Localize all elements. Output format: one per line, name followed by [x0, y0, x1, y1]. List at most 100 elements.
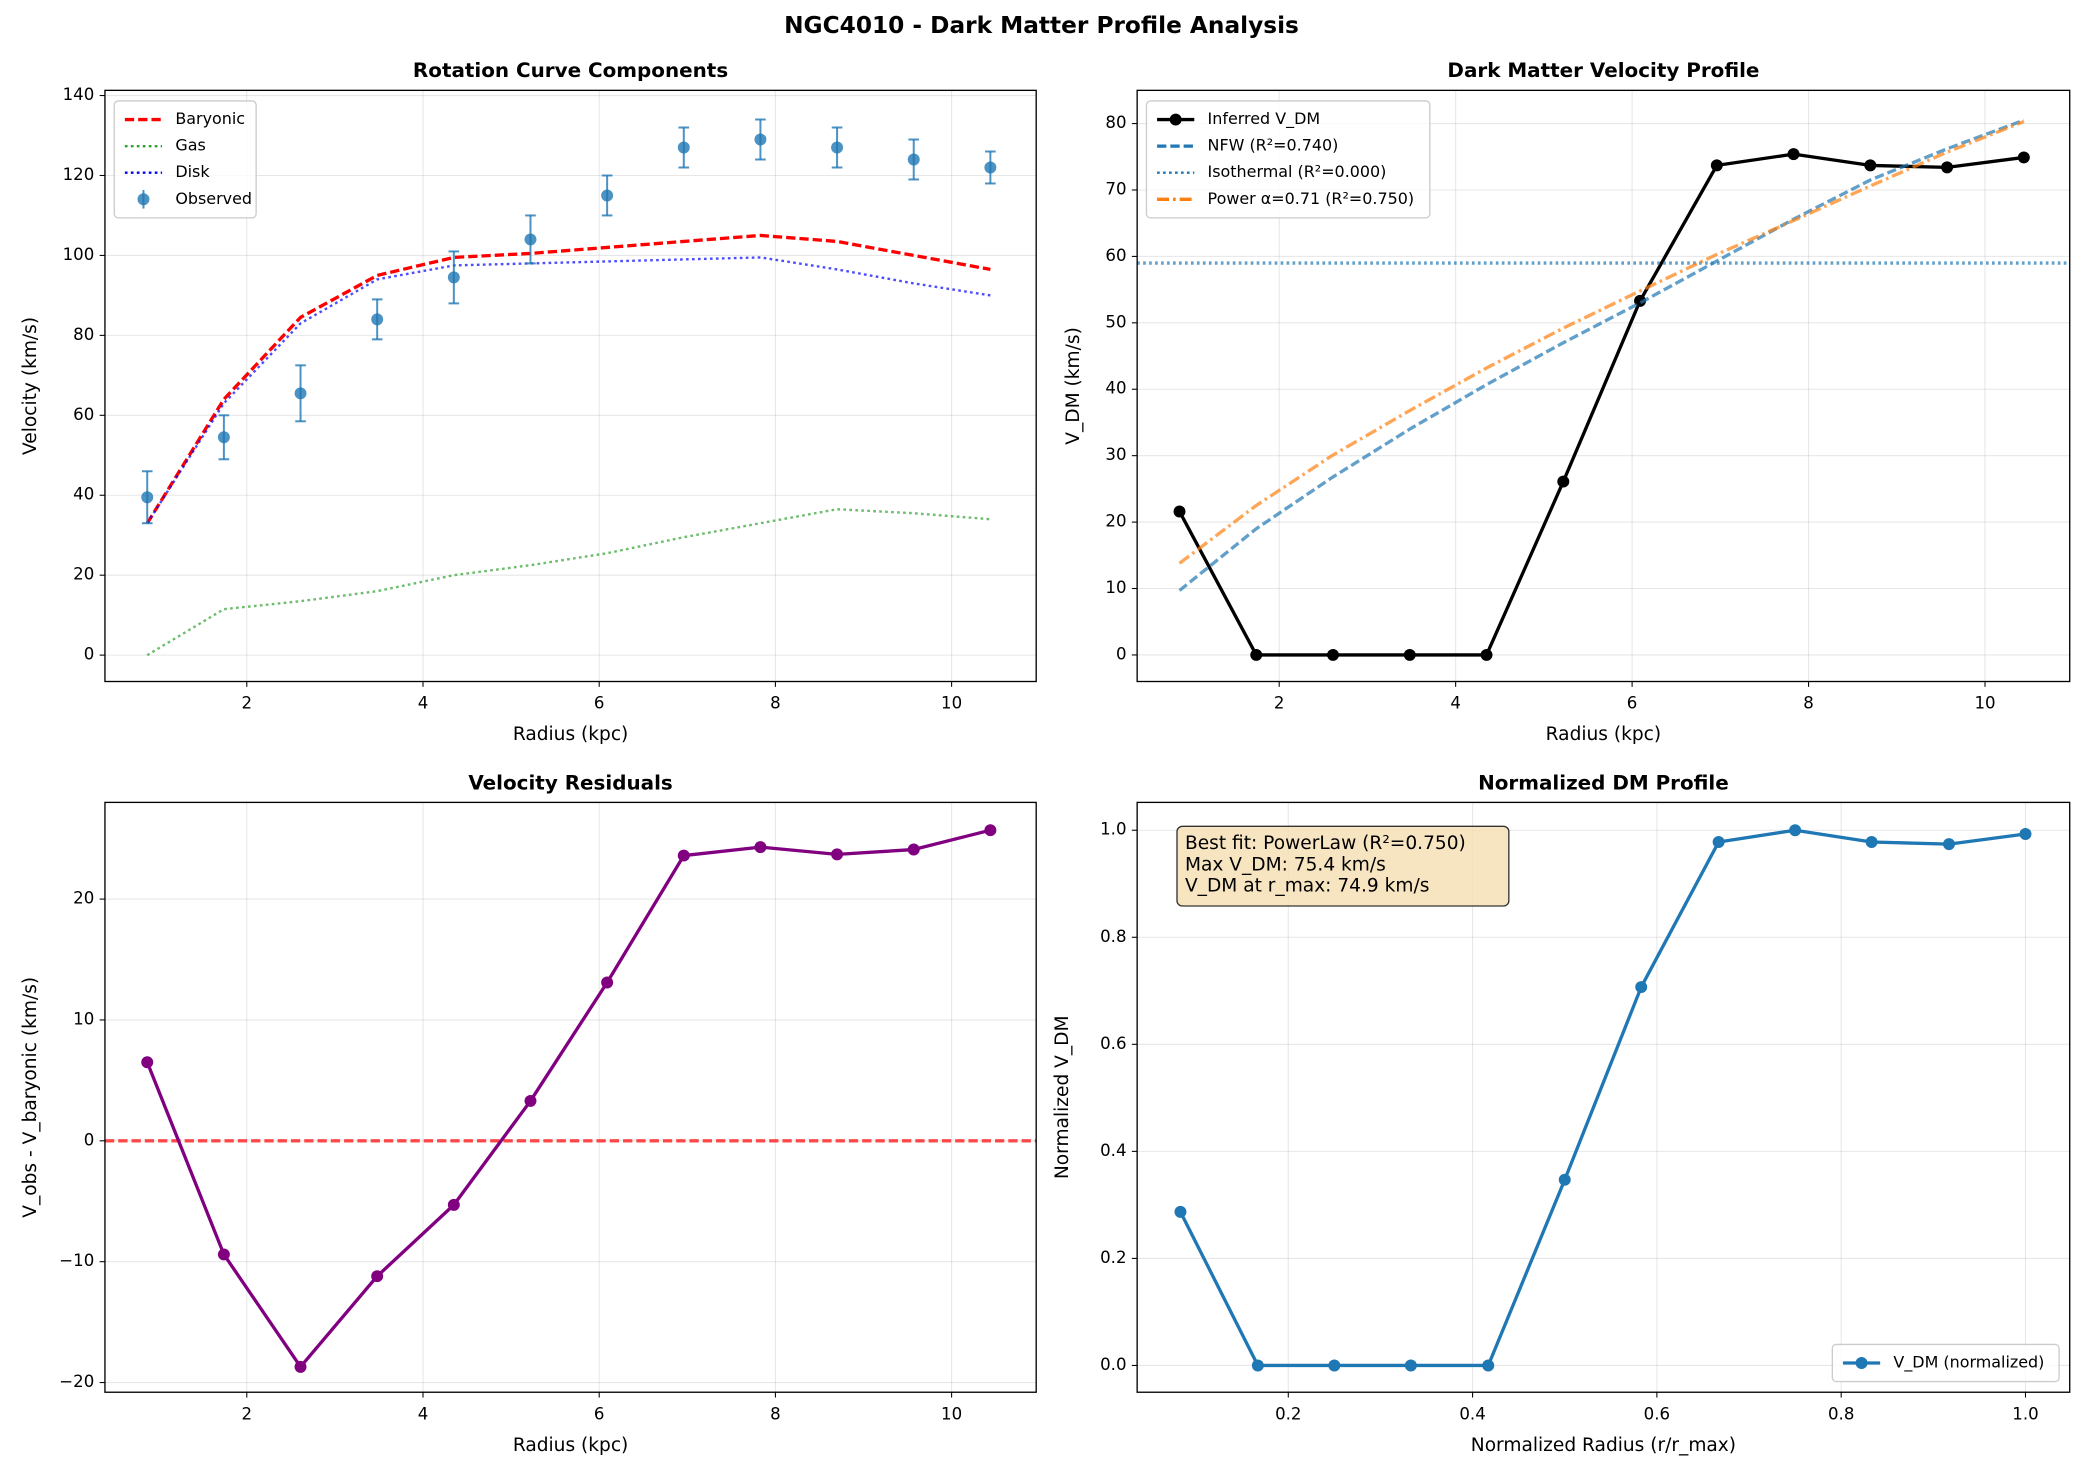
y-tick-label: 1.0	[1100, 820, 1126, 839]
x-tick-label: 6	[1627, 694, 1638, 713]
data-point	[907, 153, 920, 166]
data-point	[524, 233, 537, 246]
data-point	[1941, 161, 1954, 174]
legend-swatch	[1169, 113, 1182, 126]
figure-title: NGC4010 - Dark Matter Profile Analysis	[784, 12, 1299, 39]
y-tick-label: 0.8	[1100, 927, 1126, 946]
x-tick-label: 4	[418, 694, 429, 713]
data-point	[754, 133, 767, 146]
data-point	[1789, 824, 1802, 837]
y-tick-label: 140	[63, 85, 95, 104]
y-tick-label: 80	[73, 325, 94, 344]
x-tick-label: 10	[1974, 694, 1995, 713]
data-point	[447, 1198, 460, 1211]
plot-area	[141, 118, 997, 657]
data-point	[447, 271, 460, 284]
data-point	[1787, 148, 1800, 161]
x-tick-label: 8	[770, 1404, 781, 1423]
y-tick-label: 0.6	[1100, 1034, 1126, 1053]
x-tick-label: 4	[418, 1404, 429, 1423]
x-tick-label: 2	[1274, 694, 1285, 713]
data-point	[2017, 151, 2030, 164]
data-point	[524, 1094, 537, 1107]
y-tick-label: 10	[73, 1009, 94, 1028]
y-tick-label: −10	[59, 1251, 94, 1270]
series-line	[146, 256, 991, 524]
y-tick-label: 0.0	[1100, 1355, 1126, 1374]
legend-label: Inferred V_DM	[1208, 109, 1321, 129]
x-tick-label: 4	[1450, 694, 1461, 713]
x-tick-label: 8	[1803, 694, 1814, 713]
data-point	[1558, 1173, 1571, 1186]
x-tick-label: 2	[242, 694, 253, 713]
x-tick-label: 0.4	[1459, 1404, 1485, 1423]
data-point	[1712, 836, 1725, 848]
legend-label: NFW (R²=0.740)	[1208, 136, 1339, 155]
y-axis-label: V_DM (km/s)	[1063, 327, 1084, 445]
axes-frame	[1136, 801, 2071, 1393]
axes-frame	[104, 801, 1037, 1393]
data-point	[754, 841, 767, 854]
data-point	[601, 976, 614, 989]
data-point	[141, 491, 154, 504]
plot-area	[1174, 824, 2032, 1372]
legend-box	[113, 100, 257, 219]
x-tick-label: 8	[770, 694, 781, 713]
x-tick-label: 0.6	[1644, 1404, 1670, 1423]
series-line	[1178, 828, 2026, 1368]
data-point	[984, 824, 997, 837]
y-axis-label: Velocity (km/s)	[20, 317, 41, 455]
series-line	[1178, 118, 2025, 592]
y-tick-label: 40	[73, 485, 94, 504]
data-point	[217, 1248, 230, 1261]
series-line	[1178, 152, 2025, 657]
y-tick-label: 60	[1105, 246, 1126, 265]
y-tick-label: 0.2	[1100, 1248, 1126, 1267]
data-point	[907, 843, 920, 856]
x-tick-label: 10	[941, 1404, 962, 1423]
data-point	[1174, 1205, 1187, 1218]
data-point	[831, 848, 844, 861]
chart-title: Velocity Residuals	[468, 771, 672, 794]
y-tick-label: 0	[84, 645, 95, 664]
data-point	[677, 849, 690, 862]
x-axis-label: Radius (kpc)	[513, 1435, 628, 1456]
annotation-text: V_DM at r_max: 74.9 km/s	[1185, 876, 1429, 897]
chart-title: Rotation Curve Components	[413, 59, 728, 82]
y-tick-label: 60	[73, 405, 94, 424]
y-axis-label: Normalized V_DM	[1052, 1016, 1073, 1180]
y-axis-label: V_obs - V_baryonic (km/s)	[20, 977, 41, 1218]
y-tick-label: 0.4	[1100, 1141, 1126, 1160]
y-tick-label: 100	[63, 245, 95, 264]
legend-swatch	[1855, 1357, 1868, 1369]
data-point	[1943, 838, 1955, 851]
data-point	[1480, 648, 1493, 661]
annotation-box	[1176, 825, 1510, 907]
x-axis-label: Radius (kpc)	[513, 724, 628, 745]
legend-label: Power α=0.71 (R²=0.750)	[1208, 189, 1415, 208]
y-tick-label: 20	[73, 565, 94, 584]
x-tick-label: 0.2	[1275, 1404, 1301, 1423]
legend-swatch	[137, 193, 150, 206]
series-line	[146, 508, 991, 657]
data-point	[1173, 505, 1186, 518]
data-point	[1327, 648, 1339, 661]
legend-box	[1145, 100, 1431, 219]
x-tick-label: 0.8	[1828, 1404, 1854, 1423]
data-point	[1482, 1359, 1495, 1372]
data-point	[1557, 475, 1570, 488]
axes-frame	[104, 89, 1037, 683]
annotation-text: Best fit: PowerLaw (R²=0.750)	[1185, 833, 1466, 854]
plot-area	[104, 824, 1037, 1373]
y-tick-label: −20	[59, 1372, 94, 1391]
y-tick-label: 0	[84, 1130, 95, 1149]
x-tick-label: 10	[941, 694, 962, 713]
data-point	[1864, 159, 1877, 172]
x-axis-label: Normalized Radius (r/r_max)	[1471, 1435, 1736, 1456]
y-tick-label: 120	[63, 165, 95, 184]
x-tick-label: 6	[594, 1404, 605, 1423]
x-tick-label: 2	[242, 1404, 253, 1423]
data-point	[1250, 648, 1263, 661]
